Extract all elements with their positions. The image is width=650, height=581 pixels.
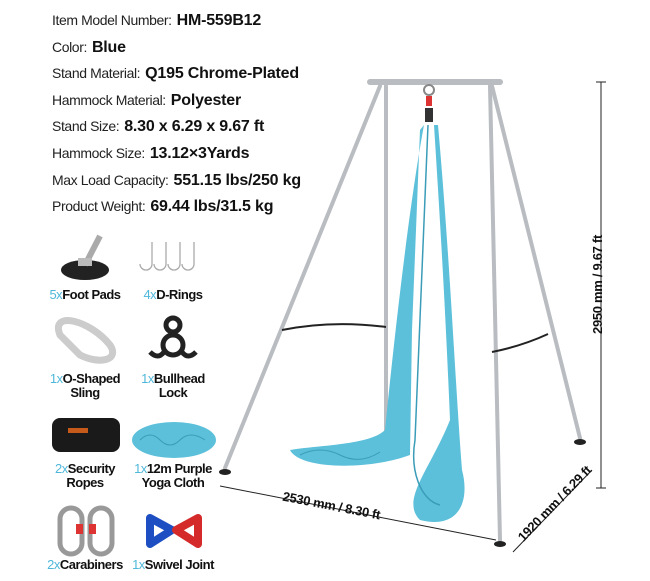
- accessory-d-rings: 4xD-Rings: [123, 288, 223, 302]
- accessory-name: Foot Pads: [62, 287, 121, 302]
- spec-value: Q195 Chrome-Plated: [145, 65, 299, 82]
- spec-model: Item Model Number: HM-559B12: [52, 10, 261, 31]
- accessory-swivel-joint: 1xSwivel Joint: [123, 558, 223, 572]
- swivel-joint-icon: [146, 514, 202, 548]
- security-rope-straps: [281, 323, 549, 353]
- accessory-name: Swivel Joint: [144, 557, 215, 572]
- accessory-qty: 2x: [54, 461, 68, 476]
- accessory-security-ropes: 2xSecurity Ropes: [35, 462, 135, 490]
- spec-label: Max Load Capacity:: [52, 172, 169, 188]
- accessory-name: Bullhead: [153, 371, 205, 386]
- security-rope-icon: [52, 418, 120, 452]
- carabiner-icon: [57, 505, 115, 557]
- spec-color: Color: Blue: [52, 37, 126, 58]
- accessory-name: Carabiners: [59, 557, 123, 572]
- spec-label: Hammock Material:: [52, 92, 166, 108]
- accessory-yoga-cloth: 1x12m Purple Yoga Cloth: [123, 462, 223, 490]
- accessory-qty: 4x: [143, 287, 157, 302]
- accessory-qty: 1x: [49, 371, 63, 386]
- spec-value: Blue: [91, 39, 126, 56]
- spec-stand-material: Stand Material: Q195 Chrome-Plated: [52, 63, 299, 84]
- spec-value: 13.12×3Yards: [149, 145, 250, 162]
- accessory-foot-pads: 5xFoot Pads: [35, 288, 135, 302]
- spec-hammock-size: Hammock Size: 13.12×3Yards: [52, 143, 249, 164]
- spec-max-load: Max Load Capacity: 551.15 lbs/250 kg: [52, 170, 301, 191]
- hammock-stand: [223, 79, 582, 542]
- sling-icon: [54, 317, 116, 364]
- spec-label: Stand Material:: [52, 65, 141, 81]
- accessory-carabiners: 2xCarabiners: [35, 558, 135, 572]
- d-ring-icon: [139, 242, 195, 271]
- spec-hammock-material: Hammock Material: Polyester: [52, 90, 241, 111]
- spec-value: HM-559B12: [176, 12, 262, 29]
- spec-label: Item Model Number:: [52, 12, 172, 28]
- accessory-name: O-Shaped: [62, 371, 121, 386]
- accessory-qty: 5x: [49, 287, 63, 302]
- accessory-qty: 2x: [47, 557, 60, 572]
- swivel-hook: [423, 84, 435, 122]
- foot-pad-icon: [61, 234, 109, 280]
- yoga-cloth-icon: [132, 422, 216, 458]
- accessory-name-line2: Sling: [70, 385, 100, 400]
- height-dimension: 2950 mm / 9.67 ft: [589, 235, 605, 334]
- yoga-fabric: [290, 124, 465, 522]
- spec-stand-size: Stand Size: 8.30 x 6.29 x 9.67 ft: [52, 116, 264, 137]
- accessory-name-line2: Lock: [158, 385, 188, 400]
- accessory-name-line2: Ropes: [66, 475, 104, 490]
- spec-value: 551.15 lbs/250 kg: [173, 172, 302, 189]
- spec-label: Stand Size:: [52, 118, 120, 134]
- accessory-sling: 1xO-Shaped Sling: [35, 372, 135, 400]
- spec-label: Product Weight:: [52, 198, 146, 214]
- dimension-lines: [219, 81, 606, 553]
- accessory-name: 12m Purple: [146, 461, 213, 476]
- accessory-name-line2: Yoga Cloth: [141, 475, 205, 490]
- accessory-bullhead-lock: 1xBullhead Lock: [123, 372, 223, 400]
- spec-label: Color:: [52, 39, 87, 55]
- spec-value: Polyester: [170, 92, 242, 109]
- spec-label: Hammock Size:: [52, 145, 145, 161]
- accessory-name: Security: [67, 461, 116, 476]
- bullhead-lock-icon: [148, 315, 198, 359]
- spec-value: 69.44 lbs/31.5 kg: [150, 198, 274, 215]
- accessory-qty: 1x: [141, 371, 154, 386]
- accessory-qty: 1x: [132, 557, 145, 572]
- spec-value: 8.30 x 6.29 x 9.67 ft: [124, 118, 265, 135]
- accessory-qty: 1x: [134, 461, 147, 476]
- spec-weight: Product Weight: 69.44 lbs/31.5 kg: [52, 196, 273, 217]
- accessory-name: D-Rings: [156, 287, 203, 302]
